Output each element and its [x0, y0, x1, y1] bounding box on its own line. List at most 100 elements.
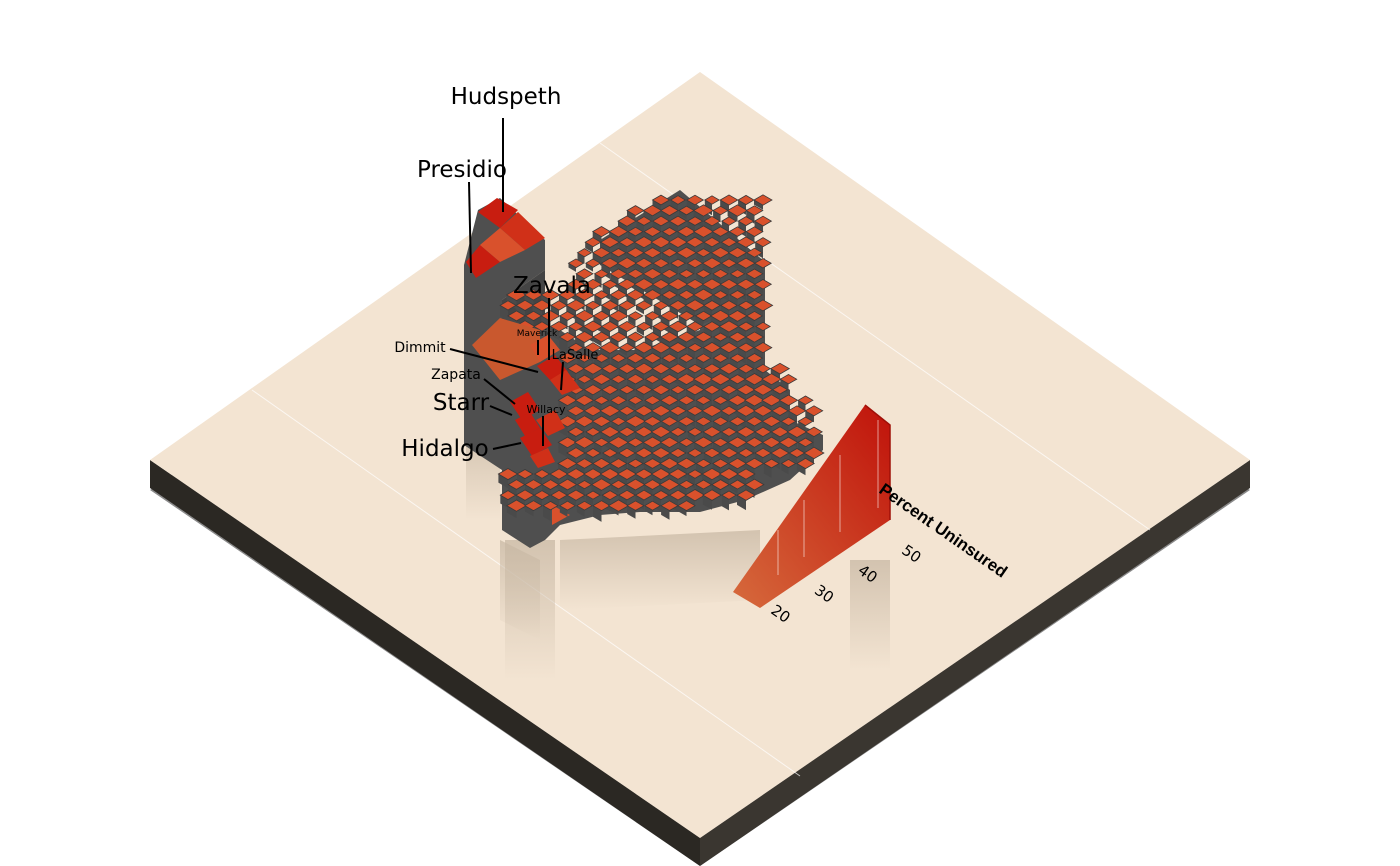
- county-wall: [635, 263, 644, 273]
- county-wall: [636, 326, 644, 336]
- county-top: [669, 426, 687, 437]
- county-wall: [627, 210, 636, 222]
- county-wall: [696, 358, 704, 369]
- county-top: [803, 446, 825, 460]
- county-wall: [661, 421, 670, 432]
- county-top: [753, 342, 773, 354]
- leader-hidalgo: [492, 442, 522, 450]
- county-wall: [576, 463, 585, 474]
- county-wall: [702, 410, 712, 421]
- county-top: [670, 385, 686, 395]
- county-top: [754, 237, 772, 248]
- county-wall: [754, 347, 763, 358]
- county-wall: [703, 368, 712, 380]
- county-wall: [500, 495, 508, 508]
- base-side-right: [700, 460, 1250, 866]
- county-top: [617, 320, 637, 333]
- county-wall: [669, 410, 678, 422]
- county-top: [797, 395, 814, 405]
- county-wall: [644, 484, 653, 496]
- county-top: [566, 489, 586, 501]
- county-top: [567, 342, 585, 353]
- county-top: [687, 427, 703, 437]
- county-top: [668, 215, 688, 227]
- county-wall: [694, 442, 704, 453]
- county-wall: [789, 453, 797, 463]
- county-wall: [720, 453, 729, 463]
- county-top: [695, 458, 712, 469]
- county-top: [635, 216, 653, 226]
- county-wall: [772, 389, 780, 399]
- county-top: [728, 416, 747, 427]
- county-wall: [567, 453, 576, 463]
- county-wall: [687, 347, 695, 359]
- county-wall: [644, 231, 653, 242]
- county-top: [627, 226, 644, 237]
- label-hidalgo: Hidalgo: [401, 436, 488, 462]
- county-top: [712, 395, 729, 405]
- county-top: [567, 258, 585, 269]
- county-wall: [770, 368, 780, 379]
- county-wall: [670, 200, 678, 211]
- base-side-left: [150, 460, 700, 866]
- county-wall: [627, 442, 636, 452]
- county-wall: [594, 294, 602, 306]
- county-top: [754, 258, 772, 269]
- county-wall: [729, 484, 738, 494]
- county-wall: [608, 505, 619, 516]
- county-top: [729, 353, 746, 363]
- county-top: [533, 490, 551, 501]
- county-top: [703, 384, 721, 395]
- county-wall: [713, 294, 721, 307]
- county-top: [744, 331, 765, 343]
- county-top: [746, 289, 763, 300]
- county-wall: [611, 484, 619, 493]
- county-top: [669, 195, 687, 205]
- county-wall: [550, 495, 559, 506]
- county-top: [634, 489, 654, 501]
- county-wall: [611, 379, 619, 392]
- county-top: [661, 290, 678, 300]
- county-wall: [679, 210, 687, 220]
- county-wall: [661, 505, 670, 520]
- county-top: [780, 458, 797, 469]
- county-wall: [626, 294, 636, 306]
- county-wall: [524, 505, 534, 517]
- county-wall: [628, 231, 636, 242]
- county-top: [557, 352, 578, 364]
- county-top: [753, 194, 773, 206]
- county-top: [686, 216, 704, 226]
- county-wall: [534, 495, 542, 506]
- label-presidio: Presidio: [417, 157, 507, 183]
- county-top: [591, 247, 612, 259]
- county-wall: [644, 505, 653, 516]
- county-top: [736, 489, 756, 501]
- legend-gridlines: [777, 420, 879, 575]
- county-wall: [660, 400, 670, 411]
- county-wall: [762, 421, 772, 432]
- county-top: [704, 195, 720, 205]
- county-wall: [625, 421, 636, 432]
- county-wall: [721, 495, 729, 511]
- county-top: [618, 385, 636, 395]
- county-wall: [755, 326, 763, 338]
- county-wall: [677, 379, 687, 390]
- county-top: [797, 437, 814, 448]
- county-wall: [721, 263, 729, 272]
- county-wall: [610, 337, 619, 348]
- county-top: [797, 416, 814, 427]
- county-wall: [737, 474, 746, 486]
- county-top: [567, 426, 585, 437]
- county-wall: [710, 379, 721, 391]
- county-wall: [652, 389, 661, 401]
- county-wall: [679, 484, 687, 496]
- legend-wedge-wall: [733, 405, 890, 608]
- county-top: [610, 353, 627, 363]
- county-wall: [500, 305, 508, 322]
- county-wall: [720, 347, 729, 360]
- county-top: [703, 237, 721, 248]
- county-top: [719, 300, 739, 311]
- county-top: [695, 416, 712, 427]
- county-top: [653, 300, 669, 311]
- county-wall: [745, 337, 755, 347]
